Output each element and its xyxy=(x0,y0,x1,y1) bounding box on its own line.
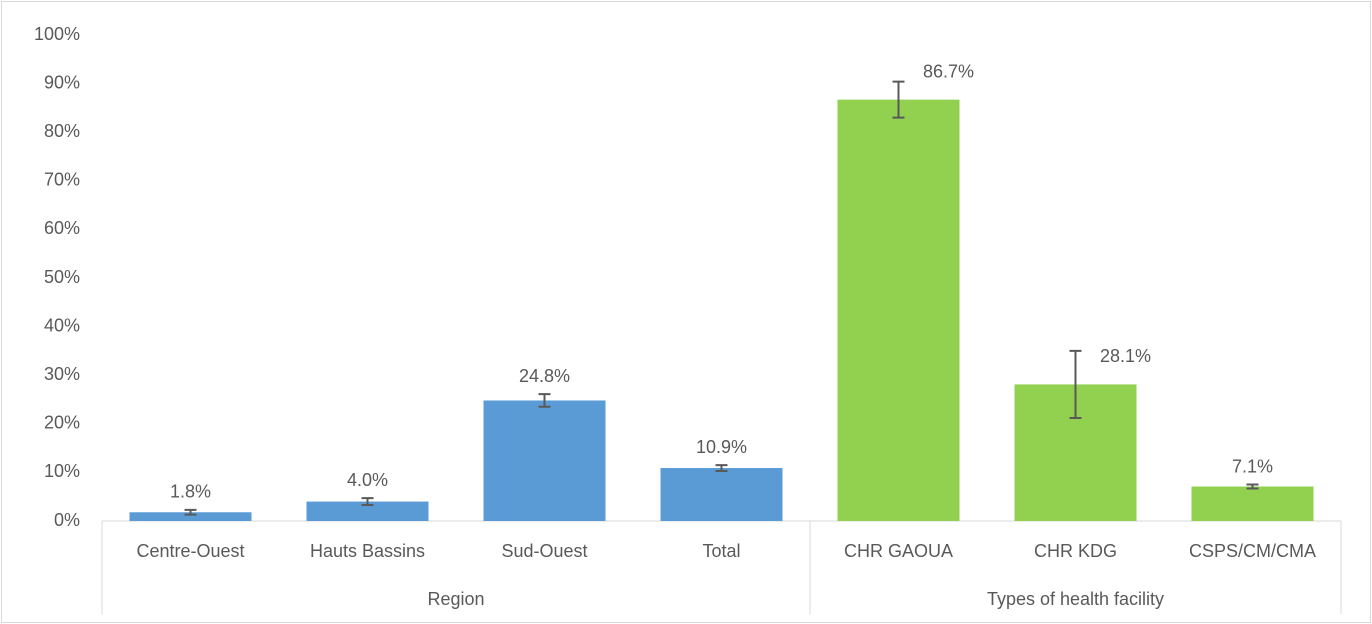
y-tick-label: 50% xyxy=(44,267,80,287)
x-tick-label: Sud-Ouest xyxy=(501,541,587,561)
y-tick-label: 40% xyxy=(44,315,80,335)
y-tick-label: 60% xyxy=(44,218,80,238)
bar xyxy=(306,501,429,521)
error-bar xyxy=(1246,483,1259,490)
y-tick-label: 90% xyxy=(44,72,80,92)
error-bar xyxy=(892,80,905,119)
y-tick-label: 70% xyxy=(44,170,80,190)
y-tick-label: 30% xyxy=(44,364,80,384)
y-tick-label: 20% xyxy=(44,413,80,433)
y-tick-label: 100% xyxy=(34,24,80,44)
error-bar xyxy=(1069,349,1082,419)
data-label: 24.8% xyxy=(519,366,570,386)
group-label: Types of health facility xyxy=(987,589,1164,609)
x-tick-label: Total xyxy=(702,541,740,561)
y-tick-label: 10% xyxy=(44,461,80,481)
bar xyxy=(837,99,960,521)
error-bar xyxy=(184,508,197,516)
x-tick-label: CHR GAOUA xyxy=(844,541,953,561)
bar xyxy=(660,468,783,521)
error-bar xyxy=(715,464,728,472)
x-tick-label: Hauts Bassins xyxy=(310,541,425,561)
bar xyxy=(1191,486,1314,521)
x-tick-label: CSPS/CM/CMA xyxy=(1189,541,1316,561)
bar xyxy=(483,400,606,521)
group-label: Region xyxy=(427,589,484,609)
error-bar xyxy=(538,393,551,408)
bar xyxy=(129,512,252,521)
y-tick-label: 80% xyxy=(44,121,80,141)
data-label: 1.8% xyxy=(170,482,211,502)
x-tick-label: CHR KDG xyxy=(1034,541,1117,561)
data-label: 7.1% xyxy=(1232,456,1273,476)
y-tick-label: 0% xyxy=(54,510,80,530)
x-tick-label: Centre-Ouest xyxy=(136,541,244,561)
data-label: 28.1% xyxy=(1100,346,1151,366)
data-label: 4.0% xyxy=(347,470,388,490)
data-label: 86.7% xyxy=(923,61,974,81)
error-bar xyxy=(361,497,374,506)
data-label: 10.9% xyxy=(696,437,747,457)
